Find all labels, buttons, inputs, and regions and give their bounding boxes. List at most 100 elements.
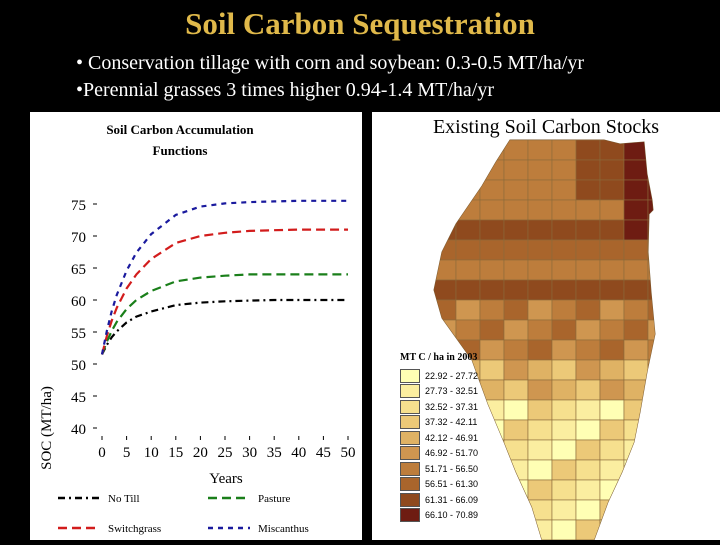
county-cell bbox=[599, 199, 625, 221]
map-title: Existing Soil Carbon Stocks bbox=[432, 116, 660, 138]
county-cell bbox=[527, 459, 553, 481]
county-cell bbox=[479, 219, 505, 241]
county-cell bbox=[479, 199, 505, 221]
county-cell bbox=[527, 140, 553, 161]
county-cell bbox=[647, 419, 655, 441]
county-cell bbox=[623, 479, 649, 501]
county-cell bbox=[434, 519, 457, 540]
county-cell bbox=[623, 379, 649, 401]
county-cell bbox=[503, 479, 529, 501]
county-cell bbox=[623, 299, 649, 321]
county-cell bbox=[455, 319, 481, 341]
county-cell bbox=[434, 239, 457, 261]
county-cell bbox=[455, 259, 481, 281]
county-cell bbox=[479, 459, 505, 481]
county-cell bbox=[551, 459, 577, 481]
county-cell bbox=[434, 159, 457, 181]
county-cell bbox=[599, 379, 625, 401]
county-cell bbox=[455, 140, 481, 161]
county-cell bbox=[599, 359, 625, 381]
county-cell bbox=[551, 199, 577, 221]
county-cell bbox=[647, 519, 655, 540]
county-cell bbox=[623, 199, 649, 221]
county-cell bbox=[551, 239, 577, 261]
legend-label-no-till: No Till bbox=[108, 493, 140, 505]
county-cell bbox=[551, 359, 577, 381]
map-legend-label: 46.92 - 51.70 bbox=[425, 448, 479, 459]
county-cell bbox=[575, 339, 601, 361]
county-cell bbox=[647, 219, 655, 241]
map-legend-swatch bbox=[400, 415, 420, 430]
county-cell bbox=[647, 459, 655, 481]
map-legend-label: 56.51 - 61.30 bbox=[425, 479, 479, 490]
map-legend: 22.92 - 27.72 27.73 - 32.51 32.52 - 37.31 3… bbox=[400, 368, 478, 523]
county-cell bbox=[527, 359, 553, 381]
map-legend-swatch bbox=[400, 430, 420, 445]
county-cell bbox=[647, 339, 655, 361]
county-cell bbox=[434, 140, 457, 161]
county-cell bbox=[503, 359, 529, 381]
map-legend-swatch bbox=[400, 477, 420, 492]
map-legend-label: 32.52 - 37.31 bbox=[425, 401, 479, 412]
county-cell bbox=[623, 459, 649, 481]
x-tick-label: 25 bbox=[218, 445, 233, 461]
x-tick-label: 0 bbox=[98, 445, 106, 461]
county-cell bbox=[503, 519, 529, 540]
y-tick-label: 55 bbox=[71, 326, 86, 342]
county-cell bbox=[527, 399, 553, 421]
county-cell bbox=[479, 259, 505, 281]
county-cell bbox=[575, 499, 601, 521]
legend-label-switchgrass: Switchgrass bbox=[108, 523, 161, 535]
legend-label-pasture: Pasture bbox=[258, 493, 291, 505]
county-cell bbox=[503, 279, 529, 301]
x-tick-label: 20 bbox=[193, 445, 208, 461]
chart-title-line-1: Soil Carbon Accumulation bbox=[106, 122, 254, 137]
county-cell bbox=[575, 319, 601, 341]
map-legend-label: 22.92 - 27.72 bbox=[425, 370, 479, 381]
county-cell bbox=[479, 339, 505, 361]
map-legend-entry: 42.12 - 46.91 bbox=[400, 430, 478, 446]
county-cell bbox=[623, 159, 649, 181]
county-cell bbox=[599, 219, 625, 241]
county-cell bbox=[647, 439, 655, 461]
county-cell bbox=[527, 479, 553, 501]
county-cell bbox=[575, 199, 601, 221]
x-axis-label: Years bbox=[209, 471, 243, 487]
county-cell bbox=[503, 159, 529, 181]
y-tick-label: 50 bbox=[71, 358, 86, 374]
county-cell bbox=[575, 459, 601, 481]
map-legend-entry: 56.51 - 61.30 bbox=[400, 477, 478, 493]
county-cell bbox=[599, 299, 625, 321]
map-legend-swatch bbox=[400, 384, 420, 399]
county-cell bbox=[479, 239, 505, 261]
soc-accumulation-chart: Soil Carbon Accumulation Functions SOC (… bbox=[39, 122, 356, 535]
county-cell bbox=[479, 499, 505, 521]
county-cell bbox=[479, 519, 505, 540]
county-cell bbox=[623, 319, 649, 341]
county-cell bbox=[623, 359, 649, 381]
county-cell bbox=[479, 299, 505, 321]
county-cell bbox=[479, 399, 505, 421]
county-cell bbox=[575, 239, 601, 261]
county-cell bbox=[503, 399, 529, 421]
county-cell bbox=[503, 219, 529, 241]
county-cell bbox=[551, 319, 577, 341]
county-cell bbox=[479, 159, 505, 181]
county-cell bbox=[479, 140, 505, 161]
legend-label-miscanthus: Miscanthus bbox=[258, 523, 309, 535]
county-cell bbox=[647, 399, 655, 421]
county-cell bbox=[575, 279, 601, 301]
county-cell bbox=[599, 319, 625, 341]
county-cell bbox=[503, 259, 529, 281]
map-legend-label: 27.73 - 32.51 bbox=[425, 386, 479, 397]
county-cell bbox=[455, 159, 481, 181]
x-tick-label: 35 bbox=[267, 445, 282, 461]
county-cell bbox=[551, 159, 577, 181]
illinois-county-map bbox=[433, 139, 656, 540]
county-cell bbox=[623, 239, 649, 261]
county-cell bbox=[527, 239, 553, 261]
county-cell bbox=[455, 279, 481, 301]
bullet-perennial: •Perennial grasses 3 times higher 0.94-1… bbox=[76, 79, 495, 101]
county-cell bbox=[551, 299, 577, 321]
county-cell bbox=[575, 179, 601, 201]
